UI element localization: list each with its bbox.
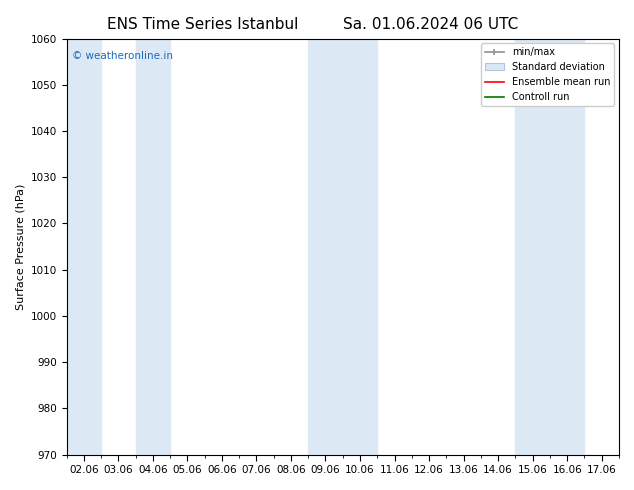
- Bar: [308, 39, 377, 455]
- Text: ENS Time Series Istanbul: ENS Time Series Istanbul: [107, 17, 299, 32]
- Text: © weatheronline.in: © weatheronline.in: [72, 51, 173, 61]
- Bar: [67, 39, 101, 455]
- Text: Sa. 01.06.2024 06 UTC: Sa. 01.06.2024 06 UTC: [344, 17, 519, 32]
- Bar: [136, 39, 170, 455]
- Legend: min/max, Standard deviation, Ensemble mean run, Controll run: min/max, Standard deviation, Ensemble me…: [481, 44, 614, 106]
- Bar: [515, 39, 585, 455]
- Y-axis label: Surface Pressure (hPa): Surface Pressure (hPa): [15, 183, 25, 310]
